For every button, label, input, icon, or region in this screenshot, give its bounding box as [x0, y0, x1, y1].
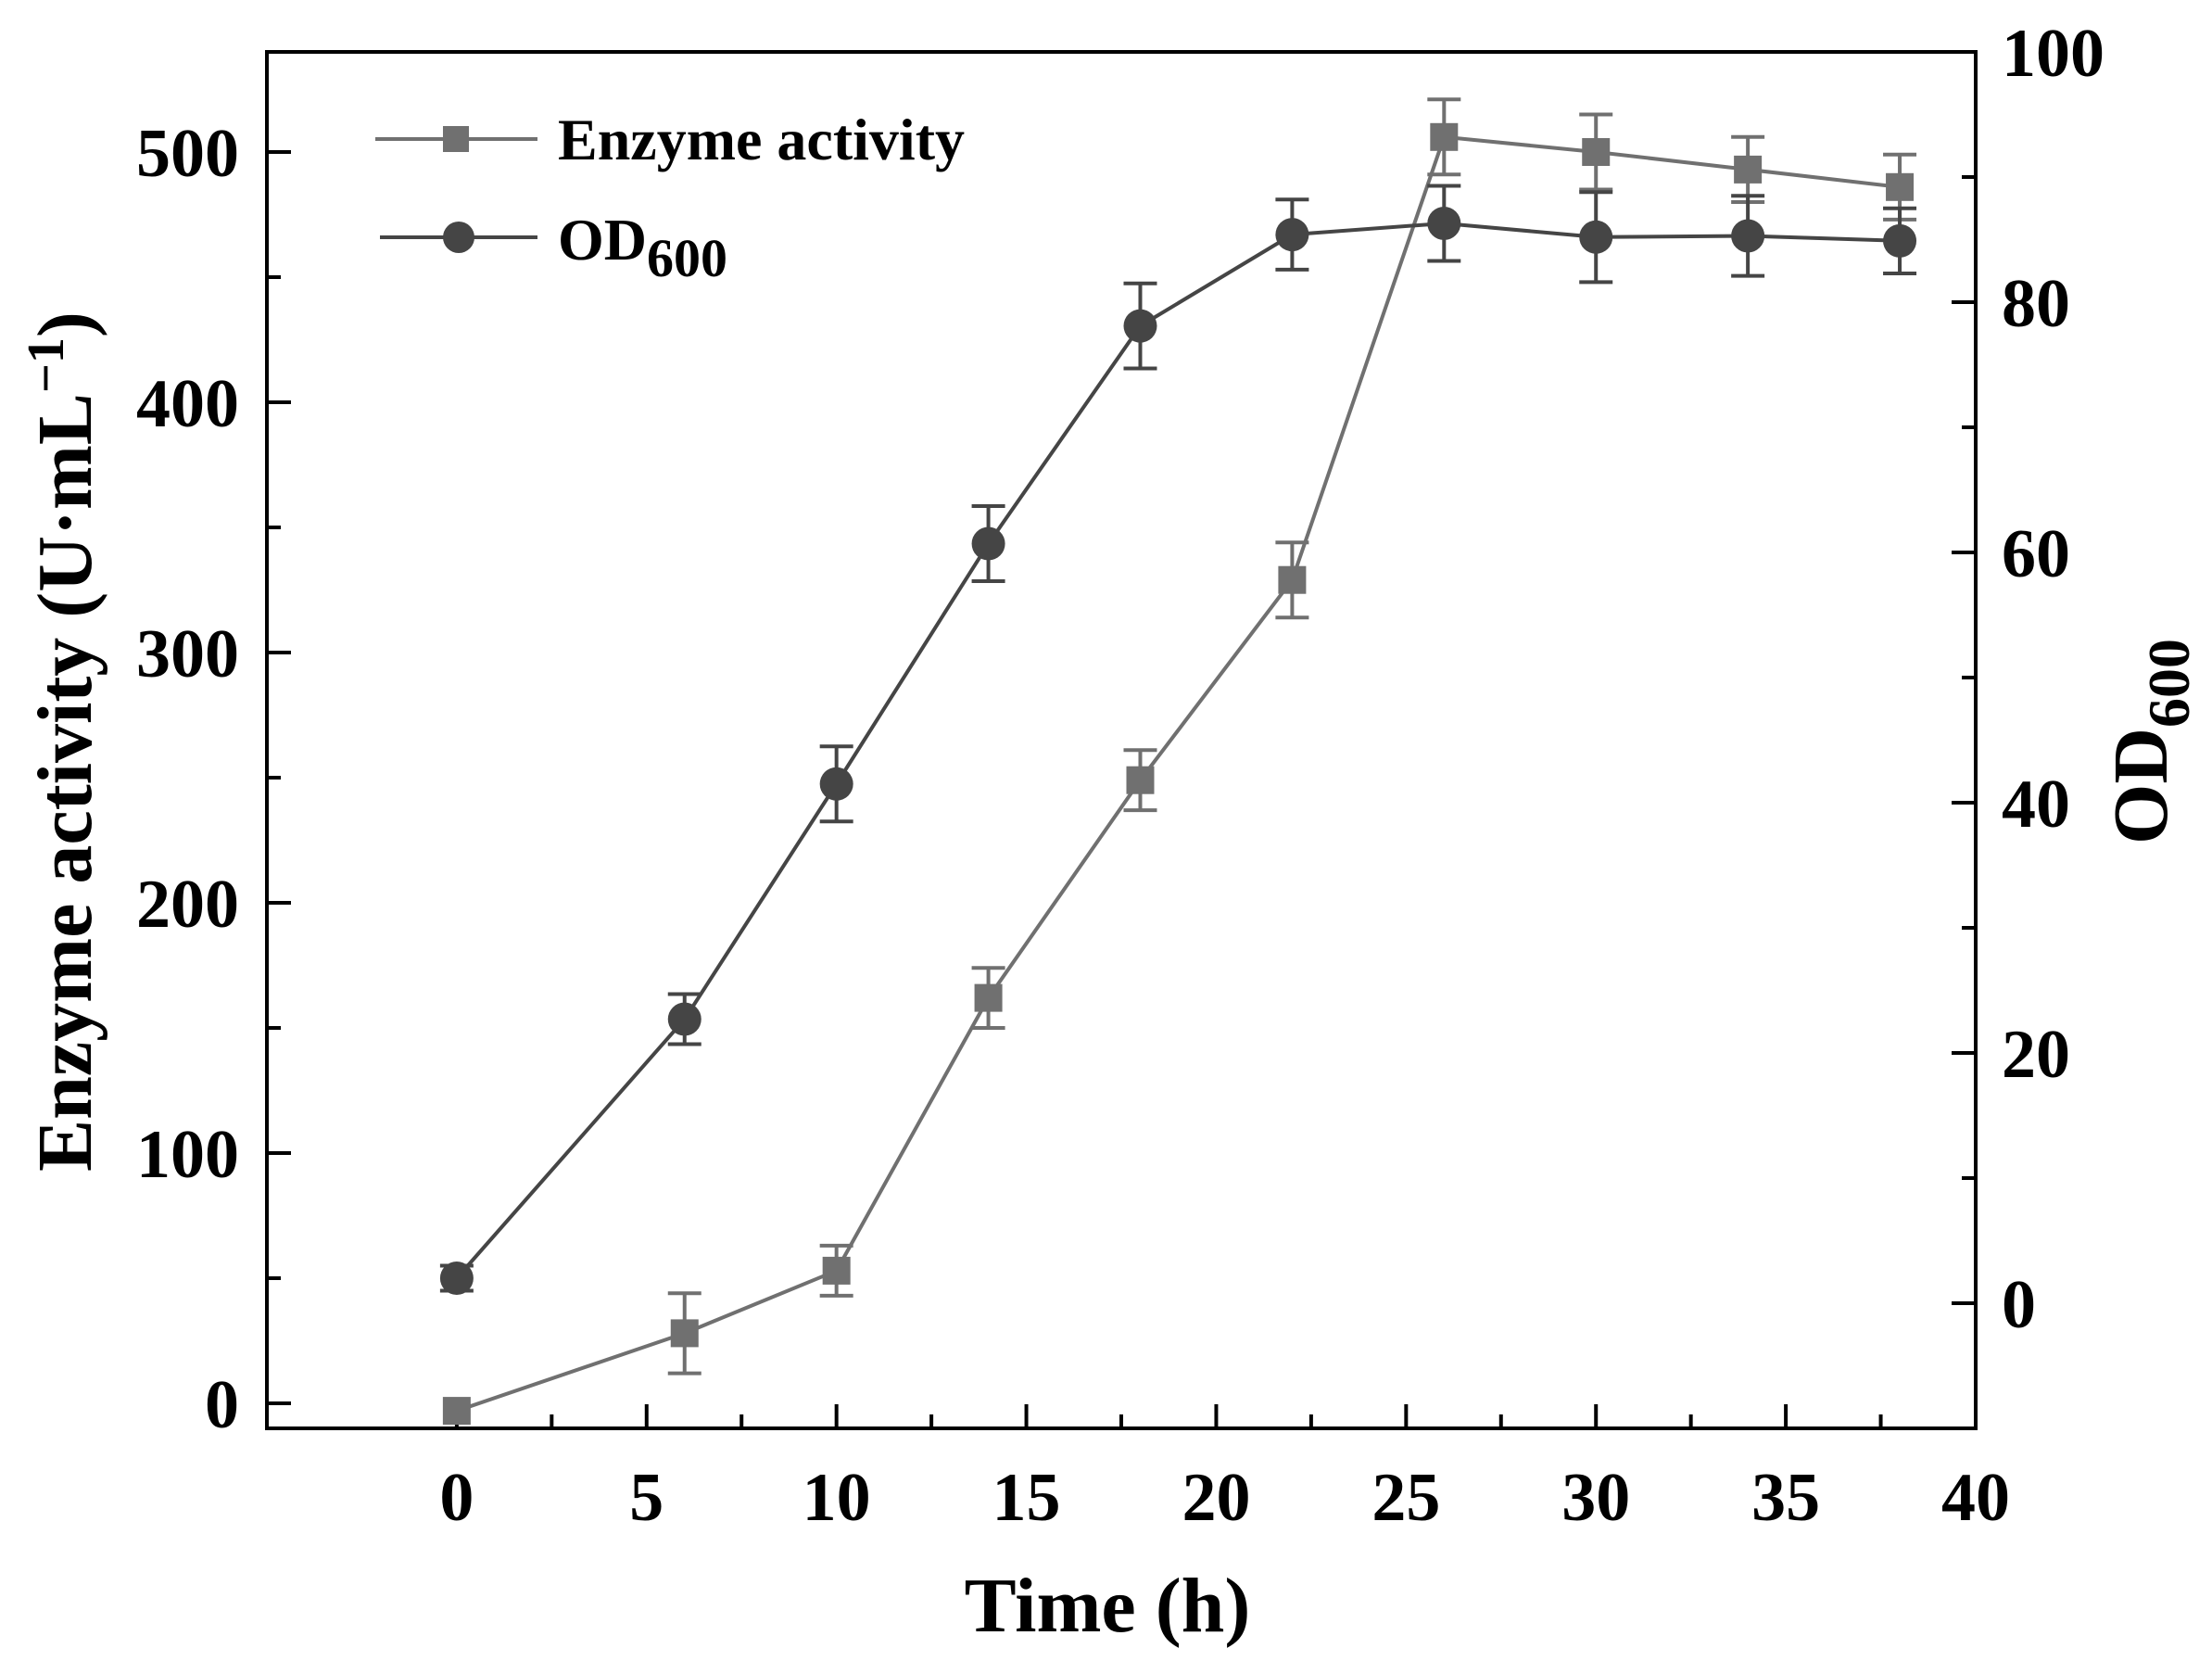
- x-tick-label: 15: [992, 1460, 1061, 1536]
- y-tick-label-left: 300: [136, 616, 239, 692]
- x-tick-label: 40: [1941, 1460, 2010, 1536]
- data-point-square: [974, 983, 1003, 1012]
- data-point-square: [1430, 122, 1459, 151]
- legend: Enzyme activity OD600: [375, 107, 965, 288]
- data-point-circle: [971, 526, 1005, 561]
- legend-label-od-main: OD: [558, 207, 647, 273]
- y-axis-title-right-main: OD: [2098, 728, 2184, 844]
- legend-label-enzyme: Enzyme activity: [558, 107, 965, 172]
- data-point-square: [1278, 565, 1307, 594]
- series-od600: [439, 184, 1917, 1295]
- y-axis-title-left-main: Enzyme activity (U·mL: [22, 393, 108, 1172]
- data-point-circle: [667, 1002, 702, 1036]
- data-point-circle: [1579, 220, 1613, 254]
- data-point-circle: [439, 1262, 474, 1295]
- data-point-circle: [819, 767, 853, 801]
- series-enzyme-activity: [442, 97, 1917, 1426]
- data-point-square: [670, 1319, 699, 1348]
- x-tick-label: 30: [1561, 1460, 1630, 1536]
- y-tick-label-right: 60: [2002, 516, 2070, 592]
- x-tick-label: 25: [1371, 1460, 1440, 1536]
- legend-label-od: OD600: [558, 207, 727, 288]
- data-point-circle: [1123, 309, 1157, 343]
- y-tick-label-left: 400: [136, 366, 239, 442]
- y-tick-label-left: 200: [136, 867, 239, 943]
- series-layer: [439, 97, 1917, 1426]
- y-tick-label-left: 100: [136, 1117, 239, 1193]
- data-point-circle: [1427, 206, 1461, 240]
- legend-marker-circle: [443, 222, 474, 253]
- y-tick-label-left: 0: [205, 1367, 239, 1443]
- y-axis-title-left: Enzyme activity (U·mL−1): [18, 311, 108, 1172]
- x-axis-title: Time (h): [965, 1563, 1251, 1649]
- y-tick-label-right: 80: [2002, 266, 2070, 342]
- y-tick-label-right: 40: [2002, 767, 2070, 843]
- data-point-square: [1886, 172, 1915, 201]
- y-tick-label-right: 100: [2002, 16, 2105, 92]
- data-point-square: [1734, 155, 1763, 184]
- data-point-circle: [1883, 223, 1917, 258]
- x-tick-label: 0: [439, 1460, 474, 1536]
- y-tick-label-left: 500: [136, 116, 239, 192]
- x-tick-label: 10: [803, 1460, 871, 1536]
- series-line: [455, 221, 1901, 1280]
- y-axis-title-left-close: ): [22, 311, 108, 337]
- x-tick-label: 5: [629, 1460, 664, 1536]
- data-point-circle: [1275, 218, 1309, 252]
- data-point-square: [1582, 138, 1611, 166]
- ticks-layer: 0 5 10 15 20 25 30 35 40010020030040050002040608…: [136, 16, 2105, 1536]
- y-axis-title-left-sup: −1: [18, 337, 75, 393]
- series-line: [456, 134, 1901, 1413]
- data-point-square: [822, 1256, 851, 1285]
- x-tick-label: 35: [1751, 1460, 1820, 1536]
- data-point-circle: [1731, 219, 1765, 253]
- y-axis-title-right-sub: 600: [2136, 639, 2202, 728]
- data-point-square: [1126, 766, 1155, 794]
- legend-marker-square: [443, 126, 469, 152]
- plot-frame: [265, 50, 1978, 1430]
- data-point-square: [442, 1397, 471, 1426]
- y-tick-label-right: 20: [2002, 1017, 2070, 1093]
- x-tick-label: 20: [1182, 1460, 1250, 1536]
- y-tick-label-right: 0: [2002, 1267, 2036, 1343]
- y-axis-title-right: OD600: [2098, 639, 2202, 844]
- legend-label-od-sub: 600: [647, 228, 727, 288]
